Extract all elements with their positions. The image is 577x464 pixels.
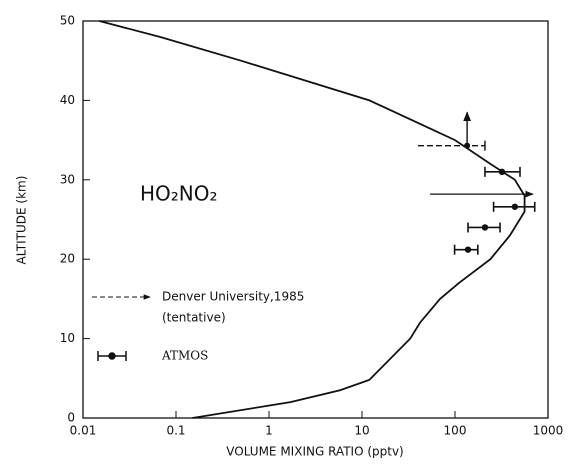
x-axis-label: VOLUME MIXING RATIO (pptv)	[226, 445, 403, 459]
y-tick-label: 40	[60, 93, 75, 107]
atmos-point	[511, 203, 519, 210]
y-tick-label: 20	[60, 252, 75, 266]
x-tick-label: 0.1	[166, 424, 185, 438]
legend-label: Denver University,1985	[162, 290, 304, 304]
x-tick-label: 100	[444, 424, 467, 438]
atmos-point	[464, 246, 472, 253]
x-tick-label: 10	[354, 424, 369, 438]
legend-note: (tentative)	[162, 311, 226, 325]
atmos-point	[481, 224, 489, 231]
x-tick-label: 0.01	[70, 424, 97, 438]
plot-frame	[82, 20, 549, 419]
annotation: HO₂NO₂	[140, 182, 218, 206]
y-tick-label: 50	[60, 14, 75, 28]
y-tick-label: 10	[60, 331, 75, 345]
model-curve	[99, 20, 526, 419]
legend-label: ATMOS	[161, 349, 208, 363]
y-tick-label: 30	[60, 172, 75, 186]
y-tick-label: 0	[67, 411, 75, 425]
y-axis-label: ALTITUDE (km)	[15, 176, 29, 265]
atmos-point	[498, 168, 506, 176]
legend-symbol	[97, 351, 127, 361]
x-tick-label: 1	[265, 424, 273, 438]
x-tick-label: 1000	[533, 424, 564, 438]
